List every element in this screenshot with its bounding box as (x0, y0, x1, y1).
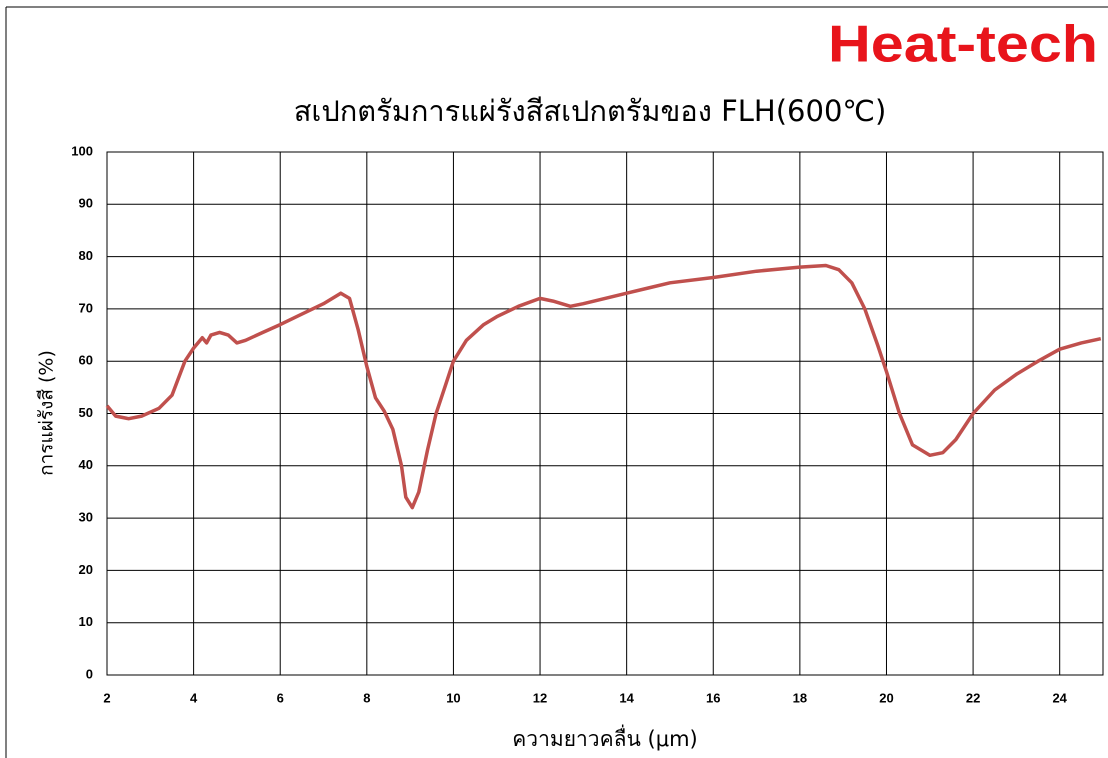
x-tick-label: 8 (363, 690, 370, 705)
y-tick-label: 0 (86, 666, 93, 681)
y-tick-label: 100 (71, 143, 93, 158)
y-tick-label: 10 (79, 614, 93, 629)
x-tick-label: 14 (619, 690, 634, 705)
x-tick-label: 12 (533, 690, 547, 705)
x-tick-label: 16 (706, 690, 720, 705)
y-tick-label: 80 (79, 248, 93, 263)
x-tick-label: 20 (879, 690, 893, 705)
y-tick-label: 30 (79, 510, 93, 525)
data-line (105, 263, 1102, 510)
x-axis-label: ความยาวคลื่น (μm) (512, 724, 698, 751)
x-tick-label: 2 (103, 690, 110, 705)
x-tick-label: 10 (446, 690, 460, 705)
x-tick-label: 18 (793, 690, 807, 705)
x-tick-label: 6 (277, 690, 284, 705)
x-tick-label: 4 (190, 690, 198, 705)
y-axis-label: การแผ่รังสี (%) (36, 350, 58, 476)
brand-logo: Heat-tech (828, 16, 1098, 74)
y-tick-label: 70 (79, 300, 93, 315)
x-tick-label: 24 (1052, 690, 1067, 705)
y-tick-label: 40 (79, 457, 93, 472)
chart-title: สเปกตรัมการแผ่รังสีสเปกตรัมของ FLH(600℃) (294, 94, 887, 128)
y-tick-label: 20 (79, 562, 93, 577)
y-tick-label: 50 (79, 405, 93, 420)
y-tick-label: 60 (79, 353, 93, 368)
x-tick-label: 22 (966, 690, 980, 705)
y-tick-label: 90 (79, 196, 93, 211)
